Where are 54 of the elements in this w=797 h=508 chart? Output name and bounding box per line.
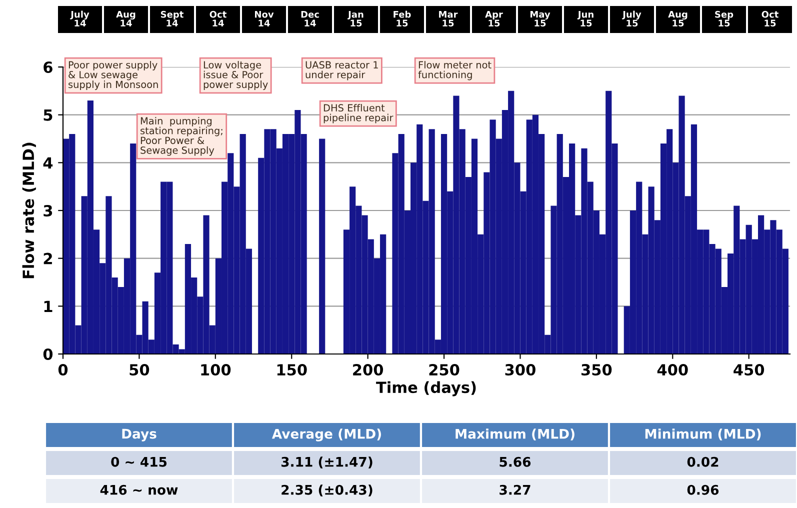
text: Nov 14 — [255, 11, 274, 26]
text: Aug 14 — [116, 10, 136, 26]
text: Jun 15 — [577, 11, 594, 26]
text: Minimum (MLD) — [645, 428, 761, 440]
text: Days — [122, 428, 156, 442]
text: Sep 15 — [715, 10, 734, 26]
x-tick-label: 250 — [429, 364, 460, 376]
text: 2.35 (±0.43) — [282, 484, 372, 496]
text: 5.66 — [500, 456, 531, 467]
bar — [319, 138, 326, 354]
y-tick-label: 3 — [44, 204, 52, 217]
x-tick-label: 200 — [353, 364, 384, 376]
annotation: DHS Effluent pipeline repair — [324, 104, 394, 124]
x-tick-label: 100 — [201, 364, 231, 376]
text: Apr 15 — [485, 11, 503, 26]
text: July 14 — [70, 10, 90, 26]
x-axis-title: Time (days) — [376, 381, 476, 396]
annotation: UASB reactor 1 under repair — [306, 61, 378, 80]
text: 0.02 — [687, 456, 718, 467]
x-tick-label: 400 — [657, 364, 688, 376]
y-tick-label: 1 — [44, 300, 52, 312]
x-tick-label: 0 — [58, 364, 68, 376]
y-tick-label: 2 — [44, 252, 52, 264]
annotation: Main pumping station repairing; Poor Power & Sewage Supply — [140, 117, 222, 156]
text: Aug 15 — [668, 10, 688, 26]
y-tick-label: 5 — [44, 110, 52, 121]
text: July 15 — [622, 10, 642, 27]
text: 0.96 — [687, 484, 719, 495]
text: Oct 15 — [762, 10, 778, 26]
text: Feb 15 — [394, 10, 411, 26]
text: Maximum (MLD) — [456, 428, 574, 440]
text: Mar 15 — [439, 11, 458, 26]
annotation: Poor power supply & Low sewage supply in Monsoon — [68, 61, 158, 90]
annotation: Low voltage issue & Poor power supply — [204, 61, 268, 90]
text: 3.11 (±1.47) — [281, 456, 372, 468]
x-tick-label: 150 — [277, 364, 307, 376]
text: Sept 14 — [160, 10, 184, 26]
y-tick-label: 4 — [43, 157, 53, 168]
y-tick-label: 0 — [43, 348, 53, 360]
text: 0 ∼ 415 — [111, 456, 167, 467]
text: 416 ∼ now — [100, 484, 178, 495]
text: May 15 — [530, 10, 550, 26]
annotation: Flow meter not functioning — [418, 61, 492, 80]
text: Jan 15 — [348, 11, 364, 26]
x-tick-label: 50 — [130, 364, 150, 376]
text: Dec 14 — [301, 11, 319, 26]
y-axis-title: Flow rate (MLD) — [22, 142, 36, 278]
x-tick-label: 300 — [505, 364, 536, 376]
text: Oct 14 — [210, 10, 226, 26]
y-tick-label: 6 — [44, 61, 52, 74]
text: Average (MLD) — [272, 428, 381, 442]
x-tick-label: 450 — [734, 364, 764, 376]
x-tick-label: 350 — [582, 364, 612, 376]
text: 3.27 — [500, 484, 530, 495]
